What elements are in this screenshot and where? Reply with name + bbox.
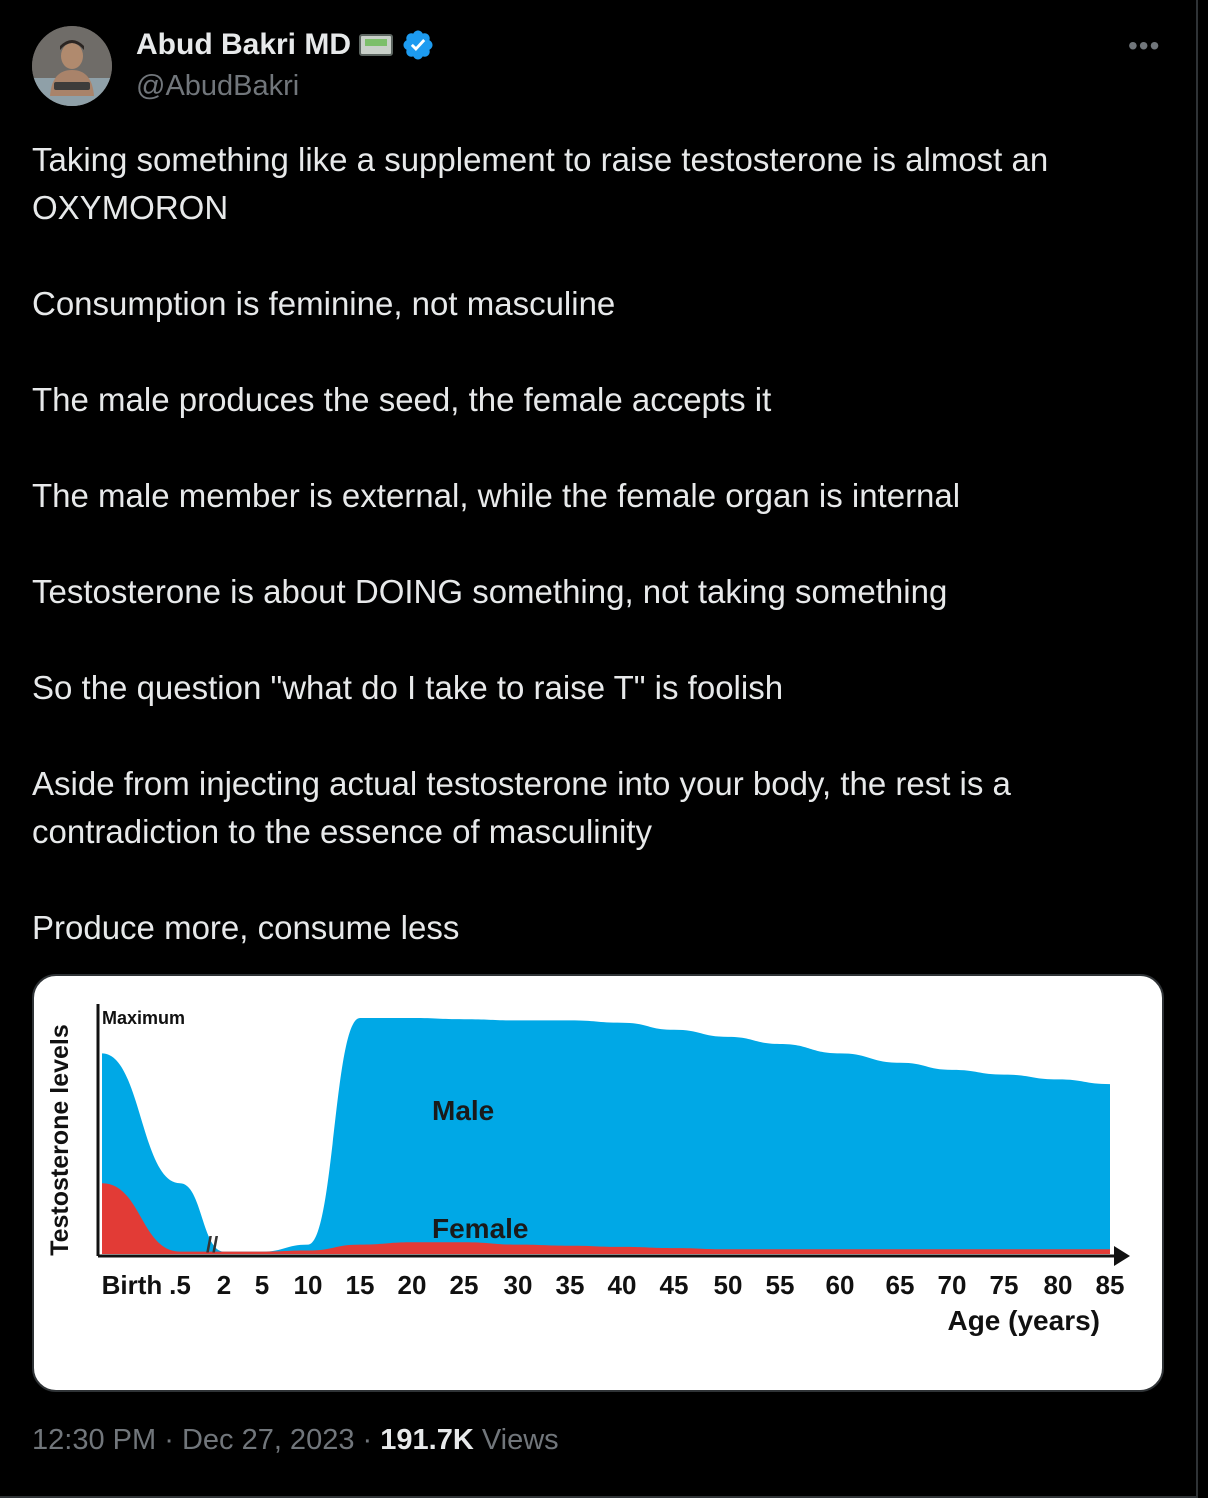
series-label-female: Female [432,1213,529,1244]
x-tick-label: 2 [217,1270,231,1300]
x-tick-label: 35 [556,1270,585,1300]
author-name-row[interactable]: Abud Bakri MD [136,28,435,62]
area-series-male [102,1018,1110,1254]
x-tick-label: 55 [766,1270,795,1300]
x-tick-label: Birth [102,1270,163,1300]
series-label-male: Male [432,1095,494,1126]
verified-badge-icon[interactable] [401,28,435,62]
x-axis-label: Age (years) [947,1305,1100,1336]
author-name[interactable]: Abud Bakri MD [136,28,352,61]
tweet-time[interactable]: 12:30 PM [32,1424,157,1456]
tweet-paragraph: Testosterone is about DOING something, n… [32,573,948,610]
avatar[interactable] [32,26,112,106]
y-axis-top-label: Maximum [102,1008,185,1028]
y-axis-label: Testosterone levels [46,1024,74,1256]
axis-break-marker: // [206,1232,218,1257]
tweet-date[interactable]: Dec 27, 2023 [181,1424,355,1456]
x-tick-label: 5 [255,1270,269,1300]
tweet-timestamp-row: 12:30 PM · Dec 27, 2023 · 191.7K Views [32,1424,559,1457]
avatar-photo [32,26,112,106]
separator: · [164,1424,174,1456]
x-tick-label: 20 [398,1270,427,1300]
tweet-paragraph: Aside from injecting actual testosterone… [32,765,1011,850]
tweet-media-image[interactable]: Testosterone levels Maximum // Birth .5 2 5… [32,974,1164,1392]
author-handle[interactable]: @AbudBakri [136,70,300,102]
x-tick-label: 70 [938,1270,967,1300]
x-tick-label: 30 [504,1270,533,1300]
tweet-paragraph: The male produces the seed, the female a… [32,381,772,418]
column-border-right [1196,0,1198,1498]
tweet-text: Taking something like a supplement to ra… [32,136,1152,952]
tweet-paragraph: So the question "what do I take to raise… [32,669,784,706]
views-count: 191.7K [380,1424,474,1456]
x-tick-label: 40 [608,1270,637,1300]
separator: · [362,1424,373,1456]
more-options-icon[interactable]: ••• [1128,30,1161,61]
tweet-paragraph: Produce more, consume less [32,909,460,946]
x-tick-label: 80 [1044,1270,1073,1300]
x-tick-label: 60 [826,1270,855,1300]
views-label: Views [481,1424,559,1456]
x-tick-label: 15 [346,1270,375,1300]
x-tick-label: 45 [660,1270,689,1300]
x-tick-label: 50 [714,1270,743,1300]
x-tick-label: 65 [886,1270,915,1300]
x-tick-label: 10 [294,1270,323,1300]
column-border-bottom [0,1496,1196,1498]
pager-icon [359,34,394,56]
x-tick-label: 75 [990,1270,1019,1300]
tweet-paragraph: Taking something like a supplement to ra… [32,141,1049,226]
x-tick-label: 25 [450,1270,479,1300]
x-tick-label: 85 [1096,1270,1125,1300]
x-axis-arrow [1114,1246,1130,1266]
testosterone-chart: Testosterone levels Maximum // Birth .5 2 5… [46,1004,1130,1336]
x-tick-label: .5 [169,1270,191,1300]
tweet-paragraph: Consumption is feminine, not masculine [32,285,616,322]
tweet-paragraph: The male member is external, while the f… [32,477,961,514]
